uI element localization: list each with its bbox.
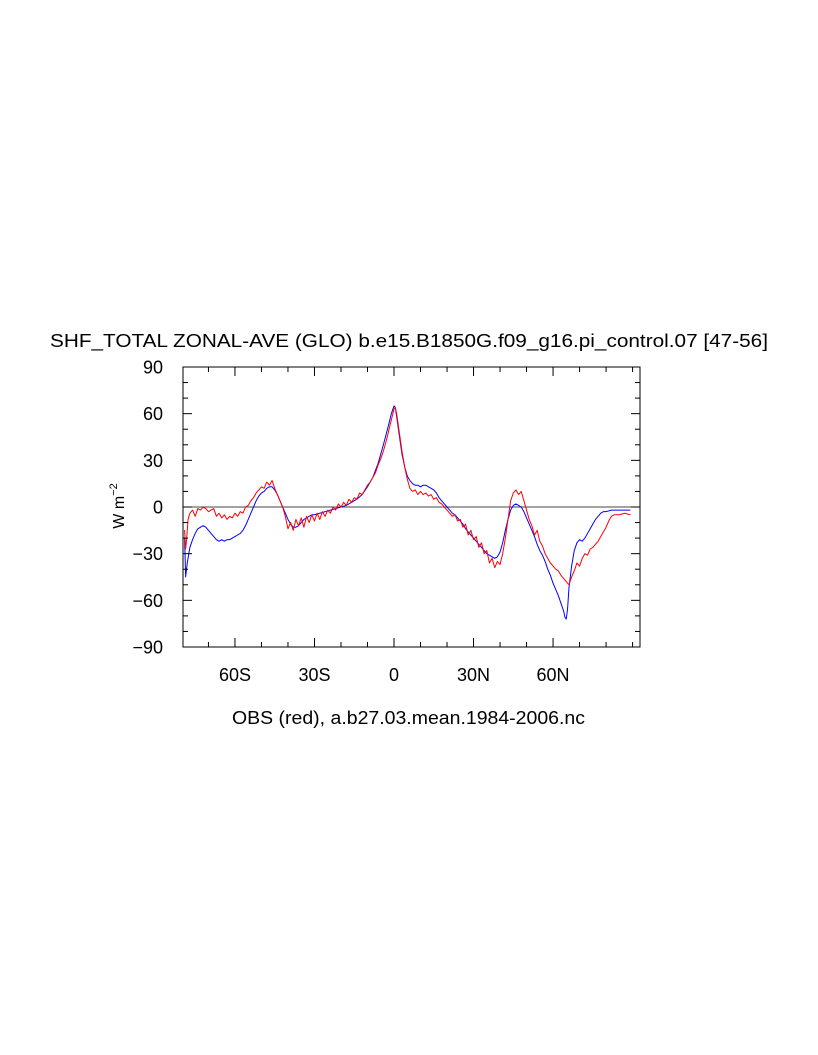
y-tick-label: −60 (132, 591, 163, 611)
chart-subtitle: OBS (red), a.b27.03.mean.1984-2006.nc (232, 708, 585, 728)
y-axis-label: W m−2 (108, 483, 128, 528)
series-line-red (184, 406, 631, 586)
series-layer (184, 405, 631, 620)
series-line-blue (184, 405, 631, 620)
x-tick-label: 30S (298, 665, 330, 685)
y-tick-label: 60 (143, 404, 163, 424)
axis-tick-labels: 60S 30S 0 30N 60N 90 60 30 0 −30 −60 −90 (132, 358, 569, 686)
y-tick-label: 30 (143, 451, 163, 471)
y-tick-label: 90 (143, 358, 163, 378)
x-tick-label: 60S (219, 665, 251, 685)
y-axis-label-exponent: −2 (108, 483, 120, 496)
x-tick-label: 60N (537, 665, 570, 685)
x-tick-label: 0 (389, 665, 399, 685)
y-tick-label: −90 (132, 638, 163, 658)
x-tick-label: 30N (457, 665, 490, 685)
y-tick-label: −30 (132, 544, 163, 564)
axis-ticks (183, 366, 640, 648)
y-tick-label: 0 (153, 498, 163, 518)
y-axis-label-units: W m (111, 496, 128, 529)
chart-title: SHF_TOTAL ZONAL-AVE (GLO) b.e15.B1850G.f… (50, 331, 768, 352)
